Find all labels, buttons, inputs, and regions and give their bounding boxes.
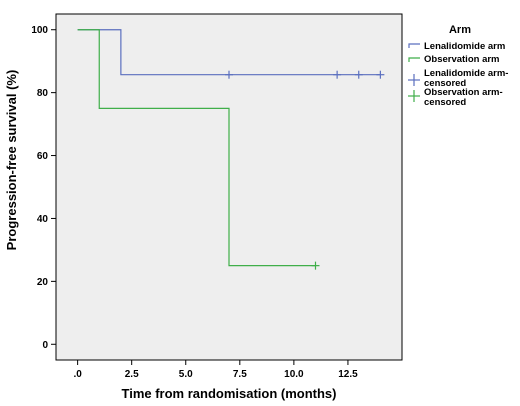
x-tick-label: 5.0 — [179, 369, 193, 380]
legend-item-lenalidomide: Lenalidomide arm — [408, 41, 505, 52]
y-axis-title: Progression-free survival (%) — [4, 70, 19, 251]
series-layer — [77, 29, 385, 270]
y-tick-label: 80 — [37, 88, 49, 99]
legend-item-lenalidomide-censored: Lenalidomide arm- censored — [408, 68, 508, 89]
y-tick-label: 60 — [37, 151, 49, 162]
legend: Arm Lenalidomide arm Observation arm Len… — [408, 24, 508, 108]
x-axis-ticks: .0 2.5 5.0 7.5 10.0 12.5 — [73, 360, 358, 380]
x-tick-label: .0 — [73, 369, 82, 380]
x-tick-label: 10.0 — [284, 369, 304, 380]
y-tick-label: 0 — [42, 340, 48, 351]
legend-label-observation-censored-1: Observation arm- — [424, 87, 503, 98]
legend-step-symbol-lenalidomide — [408, 43, 420, 48]
x-tick-label: 7.5 — [233, 369, 247, 380]
y-axis-ticks: 0 20 40 60 80 100 — [31, 25, 56, 351]
x-tick-label: 12.5 — [338, 369, 358, 380]
y-tick-label: 100 — [31, 25, 48, 36]
legend-item-observation: Observation arm — [408, 54, 500, 65]
x-tick-label: 2.5 — [125, 369, 139, 380]
x-axis-title: Time from randomisation (months) — [122, 386, 337, 401]
legend-label-observation-censored-2: censored — [424, 97, 466, 108]
series-line-1 — [77, 29, 316, 267]
legend-label-lenalidomide-censored-2: censored — [424, 78, 466, 89]
legend-label-observation: Observation arm — [424, 54, 500, 65]
legend-title: Arm — [449, 24, 471, 36]
y-tick-label: 20 — [37, 277, 49, 288]
legend-step-symbol-observation — [408, 57, 420, 62]
y-tick-label: 40 — [37, 214, 49, 225]
legend-item-observation-censored: Observation arm- censored — [408, 87, 503, 108]
legend-label-lenalidomide: Lenalidomide arm — [424, 41, 505, 52]
legend-label-lenalidomide-censored-1: Lenalidomide arm- — [424, 68, 508, 79]
